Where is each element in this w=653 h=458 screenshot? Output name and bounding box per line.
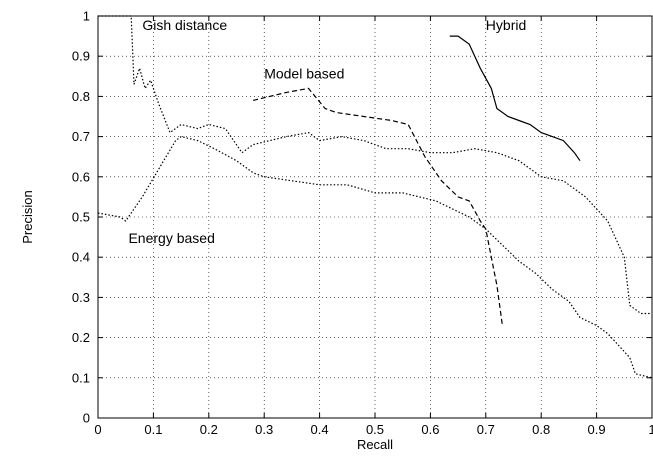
- y-tick-label: 0: [83, 411, 90, 426]
- y-tick-label: 0.5: [72, 210, 90, 225]
- x-tick-label: 0.6: [421, 422, 439, 437]
- x-tick-label: 0.9: [588, 422, 606, 437]
- y-axis-label: Precision: [20, 190, 35, 243]
- y-tick-label: 0.6: [72, 169, 90, 184]
- y-tick-label: 0.3: [72, 290, 90, 305]
- series-annotation-label: Energy based: [128, 230, 214, 246]
- y-tick-label: 0.9: [72, 49, 90, 64]
- y-tick-label: 0.4: [72, 250, 90, 265]
- x-axis-label: Recall: [357, 437, 393, 452]
- x-tick-label: 0.5: [366, 422, 384, 437]
- x-tick-label: 0.8: [532, 422, 550, 437]
- y-tick-label: 0.7: [72, 129, 90, 144]
- x-tick-label: 0: [94, 422, 101, 437]
- series-line-2: [449, 35, 581, 162]
- grid-layer: [98, 16, 652, 418]
- y-tick-label: 1: [83, 9, 90, 24]
- series-line-1: [252, 87, 503, 326]
- y-tick-label: 0.1: [72, 370, 90, 385]
- series-line-3: [97, 135, 653, 379]
- annotation-layer: Gish distance Model based Hybrid Energy bas…: [128, 17, 526, 246]
- x-tick-label: 0.1: [144, 422, 162, 437]
- x-tick-label: 0.4: [311, 422, 329, 437]
- x-tick-label: 0.7: [477, 422, 495, 437]
- tick-layer: 0 0.1 0.2 0.3 0.4 0.5 0.6 0.7 0.8 0.9 1 0 0.1 0.2 0.3 0…: [72, 9, 653, 438]
- series-annotation-label: Model based: [264, 65, 344, 81]
- x-tick-label: 0.2: [200, 422, 218, 437]
- series-line-0: [98, 15, 652, 315]
- series-annotation-label: Gish distance: [142, 17, 227, 33]
- series-annotation-label: Hybrid: [486, 17, 526, 33]
- y-tick-label: 0.8: [72, 89, 90, 104]
- x-tick-label: 1: [648, 422, 653, 437]
- x-tick-label: 0.3: [255, 422, 273, 437]
- y-tick-label: 0.2: [72, 330, 90, 345]
- series-layer: [97, 15, 653, 379]
